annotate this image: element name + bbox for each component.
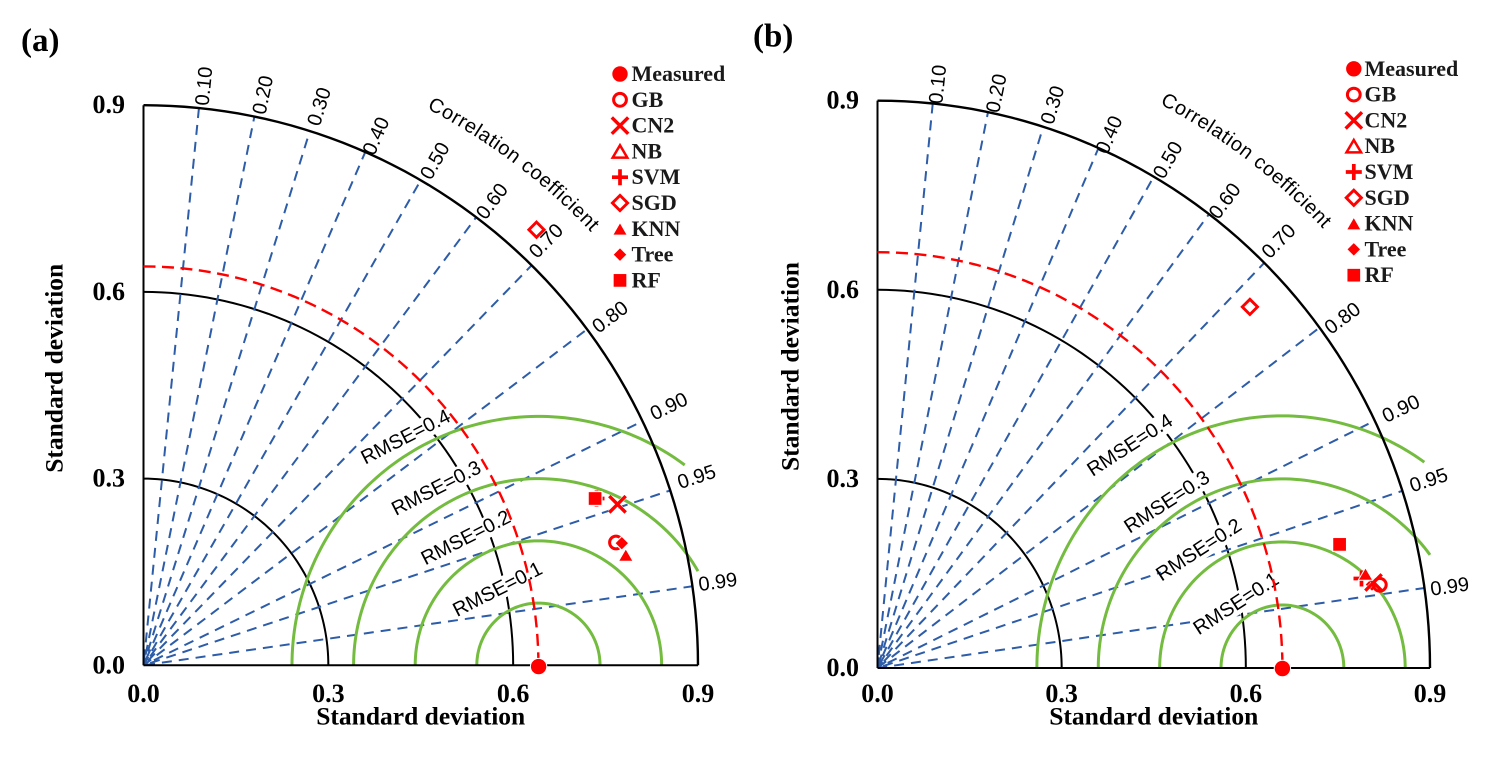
svg-text:GB: GB — [632, 87, 664, 112]
svg-text:0.0: 0.0 — [827, 653, 860, 682]
svg-text:CN2: CN2 — [632, 113, 675, 138]
svg-text:0.9: 0.9 — [827, 86, 860, 115]
svg-text:0.6: 0.6 — [93, 277, 126, 306]
svg-text:0.0: 0.0 — [861, 679, 894, 708]
svg-text:0.9: 0.9 — [682, 679, 715, 708]
svg-text:0.6: 0.6 — [1230, 679, 1263, 708]
svg-text:0.3: 0.3 — [1045, 679, 1078, 708]
svg-text:0.9: 0.9 — [1414, 679, 1447, 708]
svg-text:(b): (b) — [753, 19, 793, 55]
svg-text:NB: NB — [1365, 133, 1396, 158]
svg-text:0.3: 0.3 — [827, 464, 860, 493]
svg-text:0.0: 0.0 — [93, 650, 126, 679]
svg-text:(a): (a) — [21, 23, 59, 59]
svg-text:NB: NB — [632, 138, 663, 163]
svg-text:0.10: 0.10 — [925, 64, 951, 105]
svg-text:SVM: SVM — [632, 164, 681, 189]
svg-text:SGD: SGD — [1365, 185, 1410, 210]
svg-text:RF: RF — [632, 267, 661, 292]
svg-text:0.9: 0.9 — [93, 90, 126, 119]
svg-text:Measured: Measured — [632, 61, 726, 86]
svg-text:Standard deviation: Standard deviation — [316, 702, 525, 731]
svg-text:Standard deviation: Standard deviation — [40, 264, 69, 473]
svg-text:SGD: SGD — [632, 190, 677, 215]
svg-text:Standard deviation: Standard deviation — [776, 262, 805, 471]
svg-text:KNN: KNN — [632, 216, 681, 241]
svg-text:Standard deviation: Standard deviation — [1049, 702, 1258, 731]
svg-text:0.99: 0.99 — [1429, 573, 1471, 600]
svg-text:Tree: Tree — [1365, 236, 1407, 261]
svg-text:KNN: KNN — [1365, 211, 1414, 236]
svg-text:0.10: 0.10 — [192, 66, 218, 107]
svg-text:Measured: Measured — [1365, 56, 1459, 81]
svg-text:RF: RF — [1365, 262, 1394, 287]
svg-text:0.3: 0.3 — [312, 679, 345, 708]
svg-text:0.99: 0.99 — [697, 569, 739, 596]
svg-text:0.6: 0.6 — [497, 679, 530, 708]
svg-text:GB: GB — [1365, 82, 1397, 107]
svg-text:SVM: SVM — [1365, 159, 1414, 184]
svg-text:Tree: Tree — [632, 242, 674, 267]
svg-text:0.6: 0.6 — [827, 275, 860, 304]
svg-text:0.0: 0.0 — [127, 679, 160, 708]
svg-text:0.3: 0.3 — [93, 464, 126, 493]
svg-text:CN2: CN2 — [1365, 107, 1408, 132]
